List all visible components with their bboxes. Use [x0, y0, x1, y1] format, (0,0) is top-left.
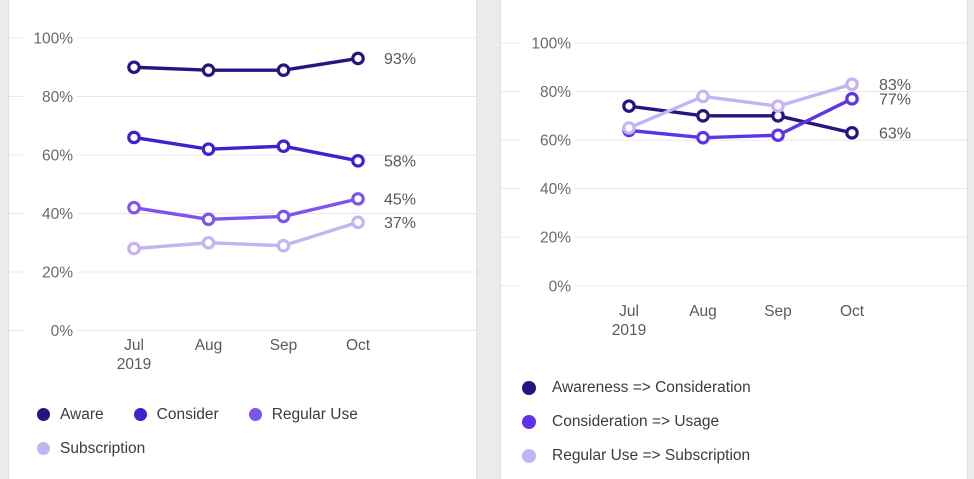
line-chart-conversion-rates: 100% 80% 60% 40% 20% 0% Jul 2019 Aug Sep Oct 63% 77%…: [501, 33, 967, 339]
svg-text:40%: 40%: [42, 206, 73, 223]
series-dot-icon: [522, 380, 536, 395]
svg-text:0%: 0%: [51, 323, 74, 340]
svg-text:100%: 100%: [531, 36, 571, 53]
svg-text:58%: 58%: [384, 153, 416, 170]
svg-text:0%: 0%: [549, 278, 572, 295]
legend-item-regular-use[interactable]: Regular Use: [248, 404, 358, 425]
legend-label: Aware: [60, 406, 104, 423]
svg-text:2019: 2019: [612, 322, 646, 339]
legend-label: Regular Use: [271, 406, 358, 423]
svg-text:Aug: Aug: [689, 303, 717, 320]
series-dot-icon: [37, 442, 50, 455]
svg-text:83%: 83%: [879, 77, 911, 94]
svg-text:Sep: Sep: [270, 337, 298, 354]
svg-text:60%: 60%: [540, 133, 571, 150]
svg-text:Oct: Oct: [346, 337, 371, 354]
svg-text:2019: 2019: [117, 356, 151, 373]
legend-item-subscription[interactable]: Subscription: [37, 438, 145, 459]
svg-text:Jul: Jul: [619, 303, 639, 320]
legend-item-regularuse-subscription[interactable]: Regular Use => Subscription: [522, 445, 750, 466]
legend-item-consider[interactable]: Consider: [133, 404, 219, 425]
legend-label: Regular Use => Subscription: [552, 447, 751, 464]
legend-label: Consideration => Usage: [552, 413, 720, 430]
line-chart-funnel-levels: 100% 80% 60% 40% 20% 0% Jul 2019 Aug Sep Oct 93% 58%…: [9, 28, 476, 373]
legend-label: Consider: [156, 406, 219, 423]
legend-item-awareness-consideration[interactable]: Awareness => Consideration: [522, 377, 751, 398]
svg-text:77%: 77%: [879, 91, 911, 108]
svg-text:20%: 20%: [42, 265, 73, 282]
svg-text:Sep: Sep: [764, 303, 792, 320]
right-chart-legend: Awareness => Consideration Consideration…: [501, 377, 967, 479]
svg-text:60%: 60%: [42, 148, 73, 165]
svg-text:63%: 63%: [879, 125, 911, 142]
svg-text:Aug: Aug: [195, 337, 223, 354]
svg-text:93%: 93%: [384, 51, 416, 68]
svg-text:20%: 20%: [540, 230, 571, 247]
left-chart-legend: Aware Consider Regular Use Subscription: [9, 404, 476, 472]
series-dot-icon: [37, 408, 50, 421]
legend-label: Awareness => Consideration: [552, 379, 751, 396]
svg-text:37%: 37%: [384, 215, 416, 232]
series-dot-icon: [522, 414, 536, 429]
svg-text:Jul: Jul: [124, 337, 144, 354]
chart-panel-conversion-rates: 100% 80% 60% 40% 20% 0% Jul 2019 Aug Sep Oct 63% 77%…: [500, 0, 968, 479]
svg-text:Oct: Oct: [840, 303, 865, 320]
svg-text:80%: 80%: [540, 84, 571, 101]
svg-text:100%: 100%: [33, 31, 73, 48]
svg-text:80%: 80%: [42, 89, 73, 106]
legend-label: Subscription: [60, 440, 146, 457]
svg-text:45%: 45%: [384, 191, 416, 208]
series-dot-icon: [522, 448, 536, 463]
series-dot-icon: [248, 408, 262, 421]
series-dot-icon: [133, 408, 147, 421]
svg-text:40%: 40%: [540, 181, 571, 198]
legend-item-aware[interactable]: Aware: [37, 404, 104, 425]
legend-item-consideration-usage[interactable]: Consideration => Usage: [522, 411, 719, 432]
chart-panel-funnel-levels: 100% 80% 60% 40% 20% 0% Jul 2019 Aug Sep Oct 93% 58%…: [8, 0, 477, 479]
